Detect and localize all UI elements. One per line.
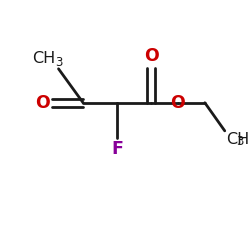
Text: O: O: [170, 94, 185, 112]
Text: CH: CH: [226, 132, 249, 147]
Text: F: F: [111, 140, 123, 158]
Text: CH: CH: [32, 52, 55, 66]
Text: 3: 3: [236, 135, 243, 148]
Text: O: O: [144, 47, 158, 65]
Text: O: O: [36, 94, 50, 112]
Text: 3: 3: [56, 56, 63, 69]
